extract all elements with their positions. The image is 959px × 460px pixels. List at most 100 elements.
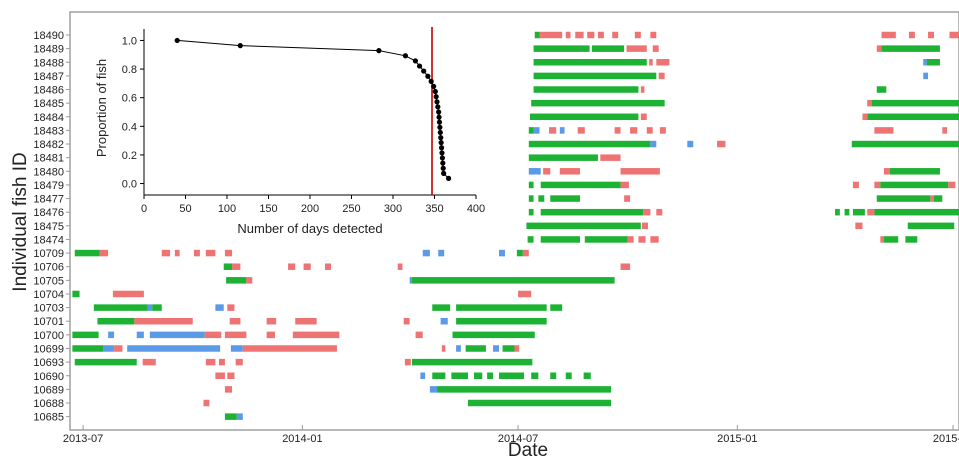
detection-segment-red: [235, 358, 243, 366]
detection-segment-blue: [149, 331, 205, 339]
detection-segment-green: [502, 345, 515, 352]
fish-id-label: 10700: [33, 330, 64, 342]
detection-segment-green: [533, 86, 639, 93]
fish-id-label: 10699: [33, 343, 64, 355]
fish-id-label: 10705: [33, 275, 64, 287]
detection-segment-red: [114, 345, 123, 352]
detection-segment-red: [876, 45, 882, 52]
detection-segment-red: [624, 195, 631, 202]
detection-segment-red: [948, 181, 956, 189]
detection-segment-blue: [440, 317, 448, 325]
fish-id-label: 18484: [33, 112, 64, 124]
detection-segment-green: [565, 372, 572, 379]
detection-segment-red: [650, 236, 659, 243]
inset-x-tick-label: 150: [259, 203, 277, 215]
detection-segment-red: [441, 345, 446, 352]
detection-segment-green: [528, 181, 534, 189]
detection-segment-red: [242, 345, 337, 352]
fish-id-label: 18479: [33, 180, 64, 192]
proportion-point: [446, 175, 452, 181]
detection-segment-blue: [409, 277, 413, 284]
detection-segment-red: [224, 331, 247, 339]
fish-id-label: 18487: [33, 71, 64, 83]
proportion-point: [439, 150, 445, 156]
detection-segment-red: [514, 345, 520, 352]
detection-segment-red: [539, 31, 563, 39]
detection-segment-red: [224, 249, 233, 257]
detection-segment-red: [640, 86, 645, 93]
detection-segment-red: [942, 127, 948, 134]
detection-segment-red: [650, 31, 657, 39]
detection-segment-green: [933, 195, 943, 202]
detection-segment-red: [288, 263, 296, 270]
detection-segment-green: [93, 304, 148, 311]
detection-segment-red: [612, 31, 619, 39]
detection-segment-green: [550, 304, 563, 311]
detection-segment-green: [540, 208, 644, 216]
detection-segment-blue: [429, 386, 438, 393]
detection-segment-red: [161, 249, 171, 257]
x-tick-label: 2015-01: [717, 433, 757, 445]
detection-segment-red: [643, 208, 651, 216]
detection-segment-red: [205, 358, 216, 366]
detection-segment-green: [876, 86, 887, 93]
proportion-point: [434, 99, 440, 105]
detection-segment-green: [883, 236, 899, 243]
x-tick-label: 2015-07: [933, 433, 959, 445]
detection-segment-blue: [147, 304, 153, 311]
detection-segment-red: [397, 263, 403, 270]
proportion-point: [439, 155, 445, 161]
fish-id-label: 10689: [33, 384, 64, 396]
detection-segment-red: [205, 249, 216, 257]
detection-segment-green: [473, 372, 483, 379]
detection-segment-green: [97, 317, 135, 325]
detection-segment-green: [926, 59, 940, 66]
detection-segment-blue: [236, 413, 243, 420]
detection-segment-blue: [215, 304, 224, 311]
detection-segment-red: [99, 249, 109, 257]
fish-id-label: 18483: [33, 125, 64, 137]
detection-segment-red: [204, 331, 222, 339]
detection-segments: [72, 31, 959, 420]
detection-segment-red: [597, 31, 604, 39]
fish-id-label: 18474: [33, 234, 64, 246]
detection-segment-red: [577, 127, 585, 134]
detection-segment-red: [134, 317, 193, 325]
detection-segment-red: [642, 222, 648, 230]
detection-segment-blue: [528, 168, 541, 175]
detection-segment-red: [522, 249, 529, 257]
detection-segment-red: [266, 317, 277, 325]
detection-segment-red: [874, 127, 894, 134]
detection-segment-red: [325, 263, 331, 270]
detection-segment-green: [223, 263, 233, 270]
detection-segment-green: [516, 249, 523, 257]
detection-segment-green: [152, 304, 162, 311]
detection-segment-red: [218, 358, 225, 366]
proportion-point: [433, 94, 439, 100]
detection-segment-green: [528, 208, 534, 216]
detection-segment-red: [232, 263, 241, 270]
fish-id-label: 18477: [33, 194, 64, 206]
proportion-point: [435, 104, 441, 110]
detection-segment-green: [852, 208, 865, 216]
detection-segment-red: [543, 168, 551, 175]
detection-segment-red: [908, 31, 915, 39]
detection-segment-green: [74, 358, 137, 366]
detection-segment-red: [874, 181, 881, 189]
detection-segment-red: [193, 249, 200, 257]
proportion-point: [421, 68, 427, 74]
proportion-point: [402, 53, 409, 59]
detection-segment-green: [528, 127, 534, 134]
detection-segment-red: [630, 127, 638, 134]
detection-segment-red: [303, 263, 311, 270]
detection-segment-green: [851, 140, 959, 148]
proportion-point: [174, 37, 180, 44]
detection-segment-red: [295, 317, 317, 325]
detection-segment-red: [174, 249, 180, 257]
inset-y-tick-label: 0.8: [122, 64, 137, 76]
detection-segment-green: [412, 277, 615, 284]
fish-id-label: 10706: [33, 262, 64, 274]
detection-segment-green: [432, 304, 451, 311]
detection-segment-green: [456, 304, 547, 311]
